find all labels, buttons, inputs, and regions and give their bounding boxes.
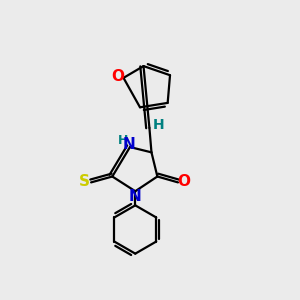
Text: O: O (112, 70, 125, 85)
Text: O: O (177, 174, 190, 189)
Text: N: N (129, 189, 142, 204)
Text: H: H (118, 134, 129, 147)
Text: S: S (79, 174, 90, 189)
Text: N: N (123, 137, 136, 152)
Text: H: H (153, 118, 165, 132)
